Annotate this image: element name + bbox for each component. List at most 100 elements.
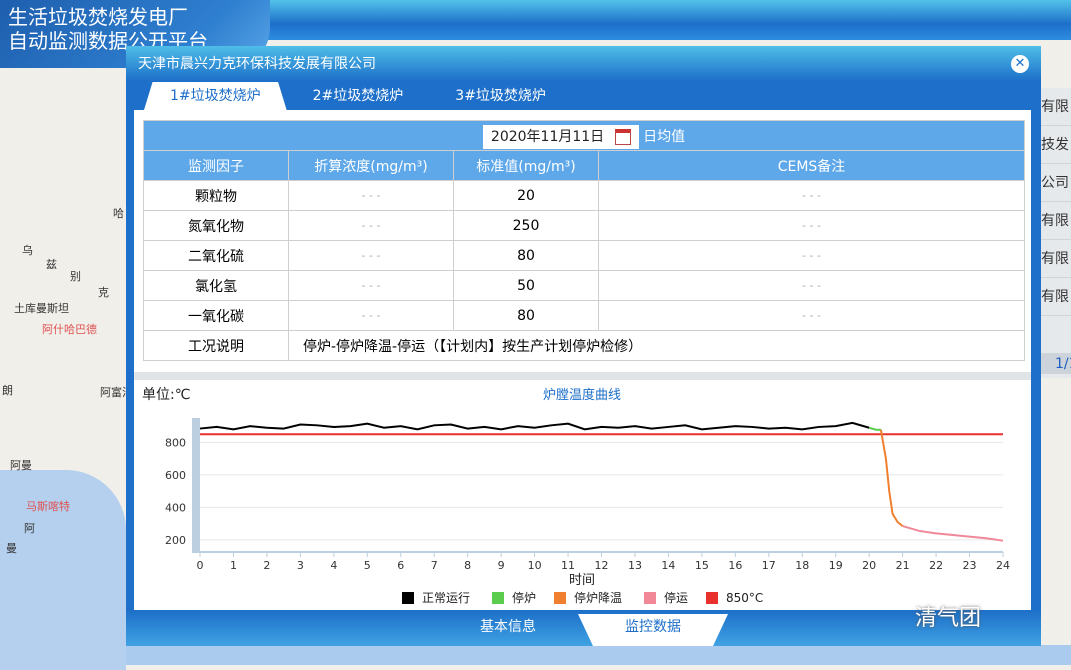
table-row: 颗粒物 - - -20- - - xyxy=(143,180,1025,211)
table-row: 氮氧化物 - - -250- - - xyxy=(143,210,1025,241)
tab-basic-info[interactable]: 基本信息 xyxy=(480,619,536,635)
bottom-tabs: 基本信息 监控数据 xyxy=(126,610,1041,646)
y-axis-bar xyxy=(192,418,200,552)
series-line xyxy=(902,525,1004,542)
x-tick-label: 24 xyxy=(996,559,1010,572)
value-cell: - - - xyxy=(288,300,454,331)
value-cell: - - - xyxy=(288,180,454,211)
list-item[interactable]: 有限 xyxy=(1041,202,1071,240)
map-label: 阿富汗 xyxy=(100,386,133,399)
map-label: 朗 xyxy=(2,384,13,397)
list-item[interactable]: 有限 xyxy=(1041,278,1071,316)
map-city-label: 阿什哈巴德 xyxy=(42,323,97,336)
x-tick-label: 23 xyxy=(963,559,977,572)
legend-swatch xyxy=(554,592,566,604)
map-city-label: 马斯喀特 xyxy=(26,500,70,513)
legend-label: 停炉 xyxy=(512,590,536,605)
list-item[interactable]: 公司 xyxy=(1041,164,1071,202)
legend-swatch xyxy=(706,592,718,604)
x-tick-label: 9 xyxy=(498,559,505,572)
x-tick-label: 16 xyxy=(728,559,742,572)
x-tick-label: 0 xyxy=(197,559,204,572)
y-tick-label: 200 xyxy=(165,534,186,547)
factor-cell: 二氧化硫 xyxy=(143,240,289,271)
column-header: 监测因子 xyxy=(143,150,289,181)
factor-cell: 氯化氢 xyxy=(143,270,289,301)
tab-furnace-2[interactable]: 2#垃圾焚烧炉 xyxy=(312,88,404,104)
standard-cell: 80 xyxy=(453,240,599,271)
x-tick-label: 7 xyxy=(431,559,438,572)
x-tick-label: 13 xyxy=(628,559,642,572)
value-cell: - - - xyxy=(288,240,454,271)
y-tick-label: 800 xyxy=(165,436,186,449)
column-header: 折算浓度(mg/m³) xyxy=(288,150,454,181)
tab-furnace-1[interactable]: 1#垃圾焚烧炉 xyxy=(144,82,287,110)
legend-label: 850°C xyxy=(726,591,763,605)
map-label: 曼 xyxy=(6,542,17,555)
calendar-icon[interactable] xyxy=(614,128,631,145)
watermark: 清气团 xyxy=(915,606,982,631)
pagination[interactable]: 1/1 xyxy=(1041,354,1071,374)
map-label: 阿曼 xyxy=(10,459,32,472)
note-cell: - - - xyxy=(598,300,1025,331)
plant-detail-modal: 天津市晨兴力克环保科技发展有限公司 ✕ 1#垃圾焚烧炉 2#垃圾焚烧炉 3#垃圾… xyxy=(126,46,1041,646)
standard-cell: 250 xyxy=(453,210,599,241)
table-row: 氯化氢 - - -50- - - xyxy=(143,270,1025,301)
title-line: 生活垃圾焚烧发电厂 xyxy=(8,5,188,29)
map-label: 兹 xyxy=(46,258,57,271)
date-picker[interactable]: 2020年11月11日 xyxy=(482,124,639,149)
map-label: 土库曼斯坦 xyxy=(14,302,69,315)
table-row: 一氧化碳 - - -80- - - xyxy=(143,300,1025,331)
note-cell: - - - xyxy=(598,240,1025,271)
date-value: 2020年11月11日 xyxy=(490,128,605,145)
note-cell: - - - xyxy=(598,210,1025,241)
x-tick-label: 18 xyxy=(795,559,809,572)
monitoring-table: 2020年11月11日 日均值 监测因子 折算浓度(mg/m³) 标准值(mg/… xyxy=(143,120,1025,361)
factor-cell: 颗粒物 xyxy=(143,180,289,211)
tab-furnace-3[interactable]: 3#垃圾焚烧炉 xyxy=(455,88,546,104)
map-label: 别 xyxy=(70,270,81,283)
unit-label: 单位:℃ xyxy=(142,387,190,403)
list-item[interactable]: 有限 xyxy=(1041,240,1071,278)
x-tick-label: 5 xyxy=(364,559,371,572)
table-row: 二氧化硫 - - -80- - - xyxy=(143,240,1025,271)
x-tick-label: 19 xyxy=(829,559,843,572)
x-tick-label: 15 xyxy=(695,559,709,572)
x-tick-label: 20 xyxy=(862,559,876,572)
close-icon[interactable]: ✕ xyxy=(1011,55,1029,73)
column-header: 标准值(mg/m³) xyxy=(453,150,599,181)
chart-title: 炉膛温度曲线 xyxy=(543,387,621,403)
x-tick-label: 22 xyxy=(929,559,943,572)
sea xyxy=(126,645,1071,665)
legend-label: 停运 xyxy=(664,590,688,605)
modal-title: 天津市晨兴力克环保科技发展有限公司 xyxy=(138,56,376,72)
series-line xyxy=(868,426,881,431)
divider xyxy=(134,372,1031,380)
y-tick-label: 600 xyxy=(165,469,186,482)
legend-swatch xyxy=(644,592,656,604)
map-label: 克 xyxy=(98,286,109,299)
furnace-tabs: 1#垃圾焚烧炉 2#垃圾焚烧炉 3#垃圾焚烧炉 xyxy=(144,82,572,110)
series-line xyxy=(879,429,904,527)
x-tick-label: 12 xyxy=(595,559,609,572)
legend-swatch xyxy=(492,592,504,604)
x-tick-label: 8 xyxy=(464,559,471,572)
list-item[interactable]: 技发 xyxy=(1041,126,1071,164)
list-item[interactable] xyxy=(1041,316,1071,354)
standard-cell: 50 xyxy=(453,270,599,301)
list-item[interactable]: 有限 xyxy=(1041,88,1071,126)
tab-monitoring-data[interactable]: 监控数据 xyxy=(578,614,728,646)
map-label: 乌 xyxy=(22,244,33,257)
x-tick-label: 4 xyxy=(330,559,337,572)
value-cell: - - - xyxy=(288,210,454,241)
legend-swatch xyxy=(402,592,414,604)
factor-cell: 氮氧化物 xyxy=(143,210,289,241)
x-tick-label: 1 xyxy=(230,559,237,572)
standard-cell: 20 xyxy=(453,180,599,211)
x-tick-label: 11 xyxy=(561,559,575,572)
column-header: CEMS备注 xyxy=(598,150,1025,181)
x-tick-label: 2 xyxy=(263,559,270,572)
standard-cell: 80 xyxy=(453,300,599,331)
legend-label: 停炉降温 xyxy=(574,590,622,605)
